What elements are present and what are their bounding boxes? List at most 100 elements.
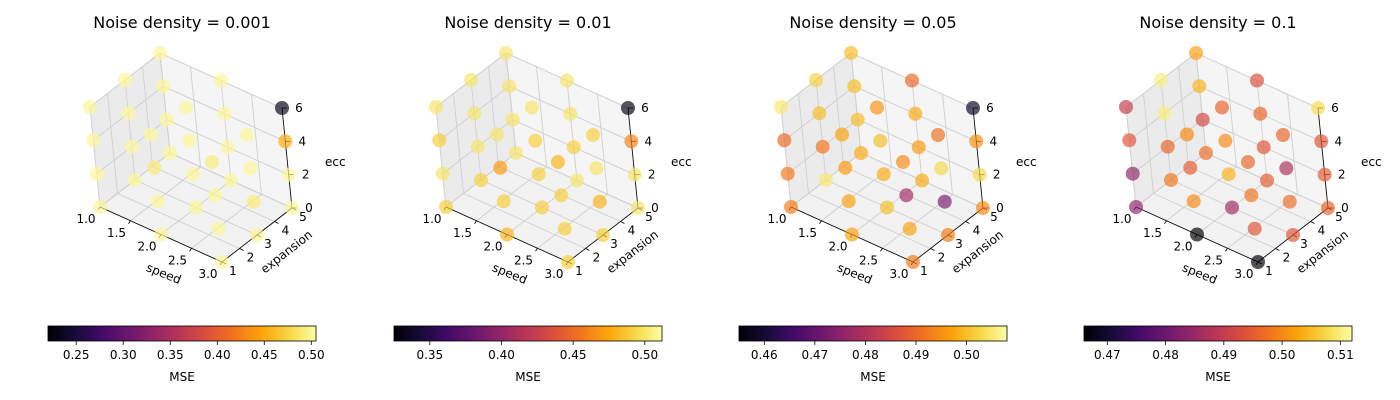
colorbar-label: MSE [515, 370, 541, 384]
x-tick-label: 2.5 [514, 253, 533, 267]
scatter-point [86, 133, 101, 148]
y-tick-label: 5 [1335, 210, 1343, 224]
y-tick-label: 1 [229, 264, 237, 278]
scatter-point [89, 166, 104, 181]
scatter-point [502, 79, 517, 94]
colorbar-tick-label: 0.47 [1094, 348, 1121, 362]
scatter-point [432, 133, 447, 148]
gridline [1160, 79, 1172, 181]
scatter-point [121, 106, 136, 121]
y-tick-label: 3 [1300, 237, 1308, 251]
colorbar-tick-label: 0.46 [751, 348, 778, 362]
y-tick-label: 4 [628, 224, 636, 238]
scatter-point [1317, 167, 1332, 182]
gridline [453, 93, 464, 194]
y-tick-label: 5 [645, 210, 653, 224]
x-tick-label: 2.5 [168, 253, 187, 267]
scatter-point [83, 100, 97, 114]
z-axis-label: ecc [671, 155, 692, 169]
z-tick-label: 0 [305, 201, 313, 215]
scatter-point [278, 134, 293, 149]
scatter-point [774, 100, 788, 114]
colorbar-tick-label: 0.48 [1152, 348, 1179, 362]
z-tick-label: 2 [302, 168, 310, 182]
x-tick-label: 1.0 [1112, 212, 1131, 226]
scatter-point [1221, 167, 1236, 182]
x-tick [880, 248, 883, 252]
scatter-point [499, 46, 513, 60]
scatter-point [915, 173, 929, 188]
scatter-point [1314, 134, 1329, 149]
scatter-point [240, 128, 254, 142]
colorbar-label: MSE [860, 370, 886, 384]
gridline [597, 94, 608, 195]
colorbar-tick-label: 0.35 [157, 348, 184, 362]
y-tick-label: 2 [247, 251, 255, 265]
colorbar-label: MSE [169, 370, 195, 384]
scatter-point [621, 101, 635, 115]
z-axis-line [972, 107, 984, 209]
scatter-point [1199, 146, 1213, 160]
gridline [808, 193, 931, 249]
scatter-point [1157, 106, 1172, 121]
scatter-point [474, 173, 488, 187]
scatter-point [931, 128, 945, 142]
scatter-point [905, 73, 919, 88]
scatter-point [841, 194, 856, 209]
colorbar-tick-label: 0.50 [298, 348, 325, 362]
y-tick [930, 248, 935, 251]
subplot-title: Noise density = 0.01 [444, 13, 611, 32]
gridline [1178, 66, 1189, 167]
scatter-point [205, 155, 219, 169]
gridline [505, 52, 517, 154]
scatter-point [809, 73, 823, 87]
scatter-point [596, 228, 610, 242]
scatter-point [285, 201, 299, 215]
scatter-point [144, 127, 158, 142]
scatter-point [118, 73, 132, 87]
scatter-point [1154, 73, 1168, 87]
scatter-point [906, 255, 920, 269]
z-tick-label: 0 [651, 201, 659, 215]
scatter-point [246, 194, 261, 209]
scatter-point [1195, 112, 1210, 127]
x-tick-label: 3.0 [889, 267, 908, 281]
scatter-point [243, 161, 258, 176]
scatter-point [1321, 201, 1335, 215]
scatter-point [551, 155, 565, 169]
z-tick-label: 2 [1338, 168, 1346, 182]
scatter-point [220, 140, 235, 155]
scatter-point [1244, 188, 1259, 203]
z-axis-line [1317, 107, 1329, 209]
y-tick-label: 2 [1283, 251, 1291, 265]
scatter-point [224, 173, 238, 188]
scatter-point [1180, 127, 1194, 142]
scatter-point [124, 139, 139, 154]
scatter-point [1160, 139, 1175, 154]
scatter-point [592, 194, 607, 209]
scatter-point [1247, 221, 1262, 236]
y-tick [1310, 221, 1315, 224]
scatter-point [624, 134, 639, 149]
x-tick-label: 2.0 [137, 240, 156, 254]
scatter-point [1253, 106, 1268, 121]
y-tick [1275, 248, 1280, 251]
gridline [117, 193, 240, 249]
scatter-point [215, 255, 229, 269]
scatter-point [1279, 161, 1294, 176]
colorbar-tick-label: 0.35 [416, 348, 443, 362]
y-tick-label: 1 [1265, 264, 1273, 278]
scatter-point [966, 101, 980, 115]
scatter-point [214, 73, 228, 88]
scatter-point [934, 161, 949, 176]
scatter-point [509, 146, 523, 160]
scatter-point [147, 160, 162, 175]
x-tick [535, 248, 538, 252]
scatter-point [439, 200, 453, 214]
z-tick-label: 0 [996, 201, 1004, 215]
x-tick-label: 1.0 [767, 212, 786, 226]
y-tick [965, 221, 970, 224]
scatter-point [844, 46, 858, 60]
scatter-point [847, 79, 862, 94]
